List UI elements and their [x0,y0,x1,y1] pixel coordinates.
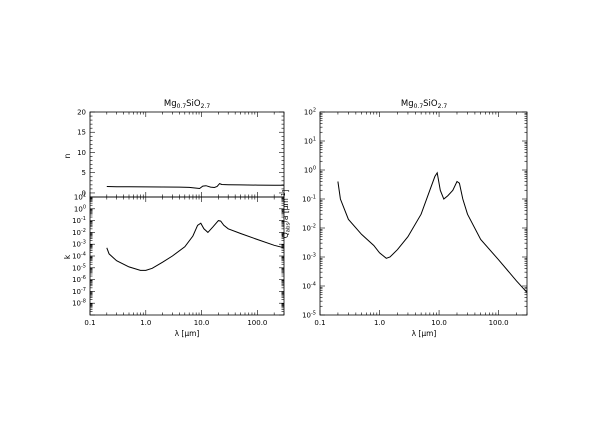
qabs-ylabel-rest: /a [μm [281,198,290,223]
panel-n-ticks: 0 5 10 15 20 [77,109,285,197]
k-ytick-label: 101 [74,193,86,202]
n-ytick-label: 5 [82,169,86,177]
qabs-ylabel-q-sub: abs [286,223,292,233]
q-ytick-label: 10-4 [302,282,316,291]
qabs-ylabel-q: Q [281,232,290,238]
n-ylabel: n [63,153,72,158]
k-ytick-label: 10-6 [72,275,86,284]
n-ytick-label: 10 [77,149,86,157]
right-xlabel: λ [μm] [412,329,437,338]
q-ytick-label: 10-2 [302,224,316,233]
panel-n: 0 5 10 15 20 Mg0.7SiO2.7 n [63,99,285,198]
panel-k: 0.1 1.0 10.0 100.0 101 100 10-1 10-2 10-3 10-4 10-… [63,193,285,338]
q-xtick-label: 1.0 [374,319,385,327]
k-ytick-label: 10-1 [72,216,86,225]
panel-n-frame [89,111,285,198]
right-title-a: Mg [401,99,414,109]
k-ytick-label: 10-8 [72,299,86,308]
k-xtick-label: 1.0 [140,319,151,327]
qabs-ylabel-end: ] [281,190,290,193]
k-xtick-label: 100.0 [247,319,267,327]
left-title: Mg0.7SiO2.7 [164,99,210,110]
q-xtick-label: 100.0 [489,319,509,327]
panel-k-frame [89,196,285,316]
q-ytick-label: 10-5 [302,311,316,320]
panel-qabs: 0.1 1.0 10.0 100.0 102 101 100 10-1 10-2 10-3 10-4… [281,99,528,338]
qabs-ylabel-sup: -1 [281,193,287,198]
q-xtick-label: 0.1 [314,319,325,327]
left-title-a: Mg [164,99,177,109]
q-ytick-label: 102 [304,108,316,117]
left-title-b: SiO [186,99,201,109]
right-title-a-sub: 0.7 [414,103,424,110]
right-title-b: SiO [423,99,438,109]
k-ytick-label: 10-7 [72,287,86,296]
k-ytick-label: 10-5 [72,263,86,272]
n-series-line [106,183,284,190]
n-ytick-label: 15 [77,129,86,137]
right-title: Mg0.7SiO2.7 [401,99,447,110]
k-ylabel: k [63,254,72,259]
k-ytick-label: 10-2 [72,228,86,237]
n-ytick-label: 0 [82,189,86,197]
right-title-b-sub: 2.7 [438,103,448,110]
panel-qabs-frame [319,111,528,316]
n-ytick-label: 20 [77,109,86,117]
k-ytick-label: 10-3 [72,240,86,249]
q-ytick-label: 100 [304,166,316,175]
k-ytick-label: 100 [74,204,86,213]
panel-qabs-ticks: 0.1 1.0 10.0 100.0 102 101 100 10-1 10-2 10-3 10-4… [302,108,528,327]
qabs-series-line [337,171,528,293]
q-ytick-label: 101 [304,137,316,146]
k-xtick-label: 0.1 [84,319,95,327]
q-ytick-label: 10-1 [302,195,316,204]
k-ytick-label: 10-4 [72,252,86,261]
panel-k-ticks: 0.1 1.0 10.0 100.0 101 100 10-1 10-2 10-3 10-4 10-… [72,193,285,327]
q-ytick-label: 10-3 [302,253,316,262]
left-title-a-sub: 0.7 [177,103,187,110]
left-xlabel: λ [μm] [175,329,200,338]
left-title-b-sub: 2.7 [201,103,211,110]
k-series-line [106,220,285,271]
k-xtick-label: 10.0 [194,319,210,327]
qabs-ylabel: Qabs/a [μm-1] [281,190,292,239]
q-xtick-label: 10.0 [431,319,447,327]
